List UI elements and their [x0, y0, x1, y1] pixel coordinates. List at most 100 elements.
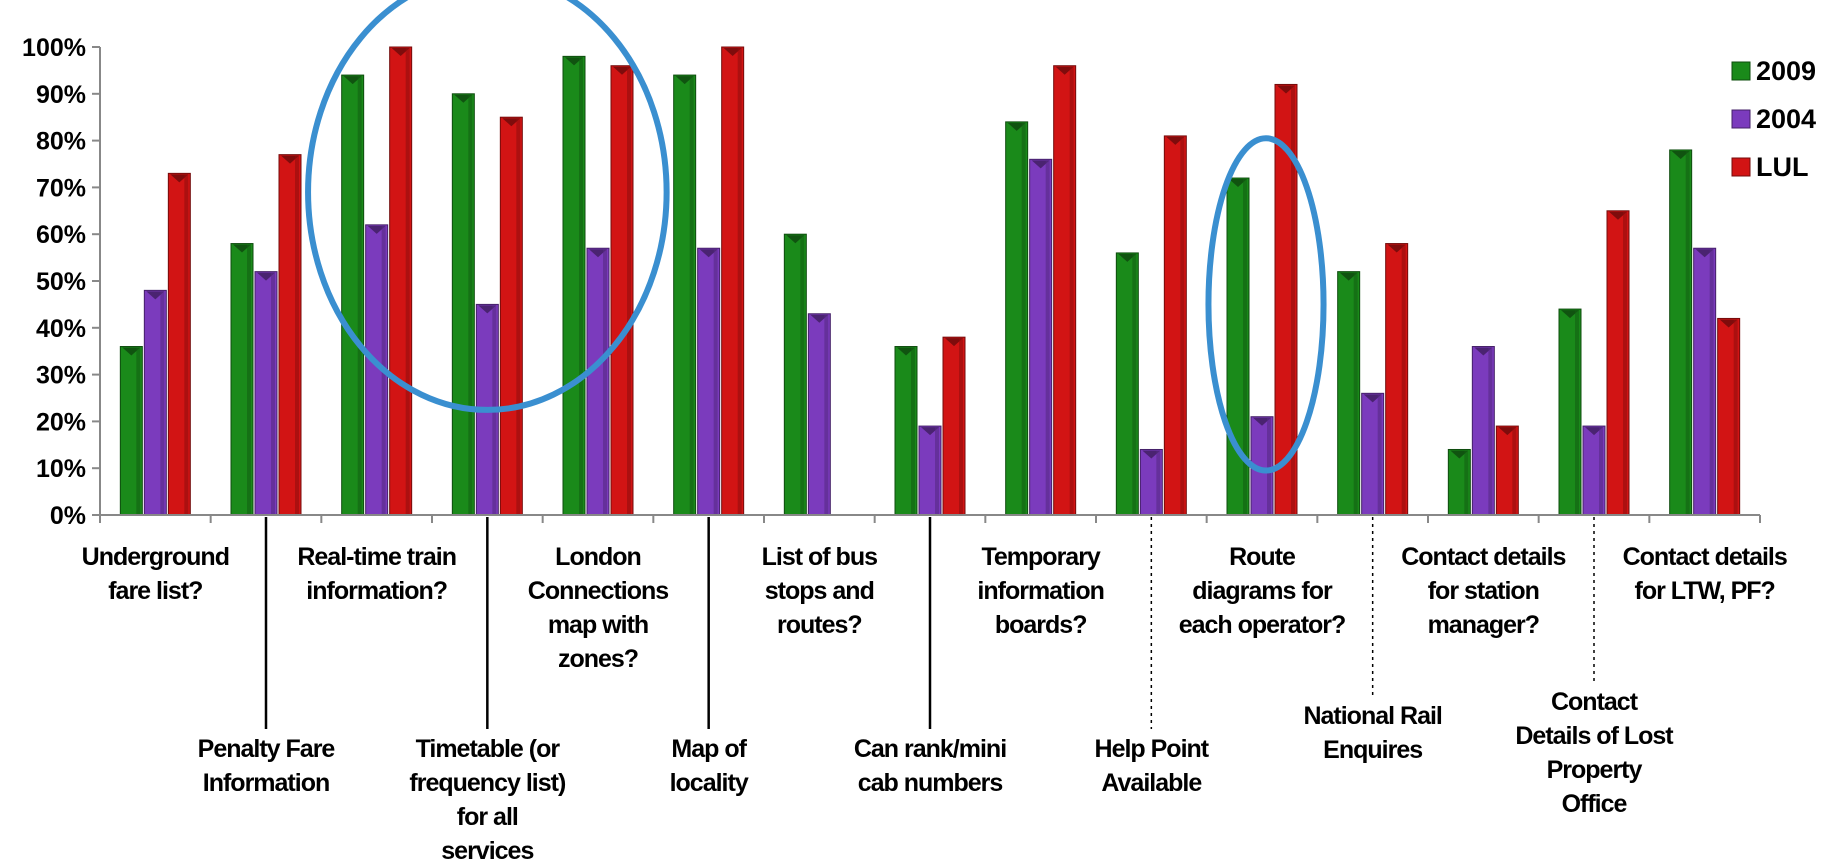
bar-top-bevel	[1253, 417, 1271, 426]
category-label: Can rank/mini cab numbers	[854, 735, 1006, 797]
y-tick-label: 90%	[36, 81, 86, 109]
bars	[119, 46, 1741, 516]
bar-shade	[1685, 150, 1690, 514]
bar-shade	[1021, 122, 1026, 514]
category-label-line: Information	[203, 769, 330, 797]
category-label-line: cab numbers	[858, 769, 1003, 797]
bar-top-bevel	[1166, 136, 1185, 145]
bar-top-bevel	[170, 174, 189, 183]
category-label-line: for station	[1428, 577, 1539, 605]
category-label-line: Property	[1547, 756, 1643, 784]
bar-shade	[689, 76, 694, 514]
bar-top-bevel	[1695, 249, 1714, 258]
category-label-line: Contact	[1551, 688, 1639, 716]
bar-shade	[1377, 394, 1382, 514]
category-label-line: Can rank/mini	[854, 735, 1006, 763]
bar-shade	[1267, 417, 1271, 514]
category-label: Help Point Available	[1095, 735, 1210, 797]
bar-shade	[1156, 450, 1161, 514]
bar-shade	[1623, 211, 1627, 515]
category-label-line: Real-time train	[297, 543, 456, 571]
bar-top-bevel	[1585, 427, 1603, 436]
bar-shade	[935, 427, 939, 514]
category-label: Contact details for station manager?	[1401, 543, 1565, 639]
category-label-line: information	[977, 577, 1104, 605]
bar-shade	[1132, 253, 1137, 515]
category-label: Map of locality	[670, 735, 749, 797]
annotations	[305, 0, 1327, 474]
category-label-line: manager?	[1428, 611, 1539, 639]
bar-top-bevel	[675, 76, 694, 85]
category-label-line: Office	[1562, 790, 1628, 818]
bar-top-bevel	[1498, 427, 1517, 436]
bar-shade	[136, 347, 141, 514]
category-label-line: diagrams for	[1192, 577, 1333, 605]
category-label-line: Timetable (or	[416, 735, 561, 763]
legend-label: 2009	[1756, 56, 1816, 86]
category-label: Timetable (or frequency list) for all servi…	[409, 735, 566, 865]
category-label-line: Details of Lost	[1515, 722, 1674, 750]
category-label-line: for LTW, PF?	[1635, 577, 1775, 605]
category-label-line: Available	[1101, 769, 1202, 797]
category-label-line: each operator?	[1179, 611, 1346, 639]
bar-top-bevel	[945, 338, 963, 347]
category-label-line: Connections	[528, 577, 668, 605]
bar-shade	[184, 174, 189, 515]
category-label: Underground fare list?	[82, 543, 229, 605]
y-tick-label: 50%	[36, 268, 86, 296]
bar-top-bevel	[1363, 394, 1382, 403]
bar-shade	[713, 249, 718, 515]
category-label-line: zones?	[558, 645, 638, 673]
category-label: Contact details for LTW, PF?	[1623, 543, 1787, 605]
bar-top-bevel	[146, 291, 165, 300]
bar-shade	[357, 76, 362, 514]
category-label-line: London	[555, 543, 641, 571]
bar-top-bevel	[1339, 272, 1358, 281]
bar-top-bevel	[613, 66, 631, 75]
bar-shade	[911, 347, 915, 514]
bar-shade	[1575, 310, 1579, 514]
category-label: Contact Details of Lost Property Office	[1515, 688, 1674, 818]
bar-shade	[468, 94, 473, 515]
bar-top-bevel	[343, 76, 362, 85]
bar-shade	[603, 249, 607, 515]
category-label-line: Underground	[82, 543, 229, 571]
bar-top-bevel	[1474, 347, 1493, 356]
bar-shade	[247, 244, 251, 514]
bar-top-bevel	[1671, 150, 1690, 159]
bar-shade	[579, 57, 583, 515]
bar-shade	[627, 66, 631, 514]
bar-top-bevel	[454, 94, 473, 103]
bar-shade	[1709, 249, 1714, 515]
bar-top-bevel	[565, 57, 583, 66]
y-tick-label: 70%	[36, 174, 86, 202]
y-tick-label: 100%	[22, 34, 86, 62]
category-label-line: Contact details	[1401, 543, 1565, 571]
bar-top-bevel	[897, 347, 915, 356]
y-tick-label: 10%	[36, 455, 86, 483]
category-label-line: stops and	[765, 577, 874, 605]
bar-shade	[1401, 244, 1406, 514]
y-tick-label: 60%	[36, 221, 86, 249]
category-label-line: Contact details	[1623, 543, 1787, 571]
bar-shade	[1512, 427, 1517, 514]
bar-top-bevel	[257, 272, 275, 281]
category-label-line: Temporary	[981, 543, 1100, 571]
bar-shade	[1291, 85, 1295, 514]
bar-top-bevel	[1609, 211, 1627, 220]
category-label: Temporary information boards?	[977, 543, 1104, 639]
bar-shade	[516, 118, 521, 514]
category-label-line: fare list?	[108, 577, 202, 605]
bar-shade	[1069, 66, 1074, 514]
bar-top-bevel	[810, 314, 829, 323]
category-label: Penalty Fare Information	[198, 735, 336, 797]
bar-top-bevel	[281, 155, 299, 164]
bar-top-bevel	[502, 118, 521, 127]
category-label: National Rail Enquires	[1303, 702, 1441, 764]
bar-top-bevel	[1561, 310, 1579, 319]
category-labels: Underground fare list? Penalty Fare Informa…	[82, 517, 1788, 865]
category-label: Real-time train information?	[297, 543, 456, 605]
bar-top-bevel	[1450, 450, 1469, 459]
bar-top-bevel	[391, 48, 410, 56]
